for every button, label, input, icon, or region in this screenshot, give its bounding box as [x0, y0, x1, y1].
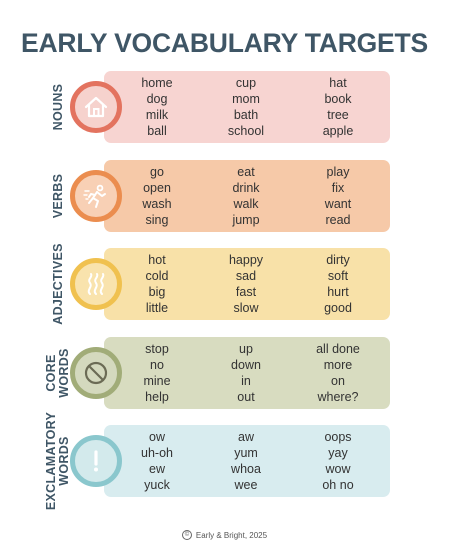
word-item: hot [148, 253, 166, 267]
section-label: VERBS [38, 156, 78, 236]
word-item: big [148, 285, 166, 299]
running-person-icon [83, 184, 106, 208]
word-item: yay [328, 446, 348, 460]
word-item: hat [329, 76, 347, 90]
section-exclamatory-words: ow aw oops uh-oh yum yay ew whoa wow yuck wee oh no… [0, 412, 449, 510]
section-panel [104, 425, 390, 497]
word-item: uh-oh [141, 446, 173, 460]
word-grid: stop up all done no down more mine in on help out w… [104, 341, 390, 405]
word-item: down [231, 358, 261, 372]
word-item: drink [232, 181, 260, 195]
word-item: bath [233, 108, 259, 122]
section-panel [104, 248, 390, 320]
section-label: CORE WORDS [38, 333, 78, 413]
word-item: jump [232, 213, 260, 227]
section-label-line: ADJECTIVES [50, 243, 65, 325]
section-icon-circle [70, 435, 122, 487]
word-item: ow [149, 430, 165, 444]
section-verbs: go eat play open drink fix wash walk want sing jum… [0, 160, 449, 234]
word-item: stop [145, 342, 169, 356]
word-item: on [331, 374, 345, 388]
word-item: play [326, 165, 350, 179]
section-label-line: VERBS [50, 173, 65, 219]
word-item: tree [327, 108, 349, 122]
word-item: sing [145, 213, 169, 227]
word-item: no [150, 358, 164, 372]
word-item: ball [147, 124, 167, 138]
page-title: EARLY VOCABULARY TARGETS [21, 28, 428, 58]
section-icon-circle [70, 170, 122, 222]
word-item: up [239, 342, 253, 356]
word-item: apple [322, 124, 354, 138]
footer: © Early & Bright, 2025 [0, 530, 449, 540]
word-item: dirty [326, 253, 350, 267]
word-item: slow [233, 301, 259, 315]
word-item: open [143, 181, 171, 195]
copyright-symbol: © [181, 530, 192, 540]
word-item: mom [232, 92, 260, 106]
prohibited-icon [84, 361, 108, 385]
section-core-words: stop up all done no down more mine in on help out w… [0, 337, 449, 411]
word-item: oh no [322, 478, 354, 492]
word-item: all done [316, 342, 360, 356]
section-label: EXCLAMATORY WORDS [38, 411, 78, 511]
word-item: yum [234, 446, 258, 460]
word-item: soft [327, 269, 349, 283]
section-label-line: WORDS [57, 436, 71, 486]
word-item: walk [233, 197, 259, 211]
section-label: NOUNS [38, 67, 78, 147]
word-item: whoa [231, 462, 261, 476]
word-item: milk [145, 108, 169, 122]
word-item: oops [324, 430, 352, 444]
word-item: good [324, 301, 352, 315]
word-item: sad [235, 269, 257, 283]
section-panel [104, 337, 390, 409]
word-item: fix [331, 181, 345, 195]
word-grid: home cup hat dog mom book milk bath tree ball scho… [104, 75, 390, 139]
word-item: ew [149, 462, 165, 476]
section-nouns: home cup hat dog mom book milk bath tree ball scho… [0, 71, 449, 145]
word-item: cup [235, 76, 257, 90]
section-icon-circle [70, 81, 122, 133]
word-item: aw [238, 430, 254, 444]
section-label-line: NOUNS [50, 83, 65, 131]
section-label: ADJECTIVES [38, 234, 78, 334]
section-icon-circle [70, 347, 122, 399]
heat-waves-icon [87, 273, 105, 295]
word-grid: ow aw oops uh-oh yum yay ew whoa wow yuck wee oh no [104, 429, 390, 493]
section-adjectives: hot happy dirty cold sad soft big fast hurt littl… [0, 243, 449, 325]
word-item: in [241, 374, 251, 388]
word-item: go [150, 165, 164, 179]
exclamation-icon [94, 450, 98, 472]
word-item: mine [143, 374, 171, 388]
word-item: help [145, 390, 169, 404]
word-item: hurt [327, 285, 349, 299]
word-item: want [324, 197, 352, 211]
word-grid: hot happy dirty cold sad soft big fast hurt littl… [104, 252, 390, 316]
word-item: wee [234, 478, 258, 492]
word-item: book [324, 92, 352, 106]
word-item: eat [237, 165, 255, 179]
section-panel [104, 71, 390, 143]
word-item: school [227, 124, 265, 138]
word-item: where? [317, 390, 359, 404]
word-item: wash [142, 197, 172, 211]
word-item: home [141, 76, 173, 90]
word-item: fast [235, 285, 257, 299]
word-item: dog [146, 92, 168, 106]
word-item: wow [325, 462, 351, 476]
section-icon-circle [70, 258, 122, 310]
word-item: little [145, 301, 169, 315]
section-label-line: WORDS [57, 348, 71, 398]
word-item: out [237, 390, 255, 404]
section-panel [104, 160, 390, 232]
word-item: read [325, 213, 351, 227]
footer-text: Early & Bright, 2025 [195, 530, 268, 540]
house-icon [84, 96, 108, 118]
word-item: cold [145, 269, 169, 283]
word-item: happy [228, 253, 264, 267]
word-item: more [323, 358, 353, 372]
word-grid: go eat play open drink fix wash walk want sing jum… [104, 164, 390, 228]
word-item: yuck [144, 478, 170, 492]
